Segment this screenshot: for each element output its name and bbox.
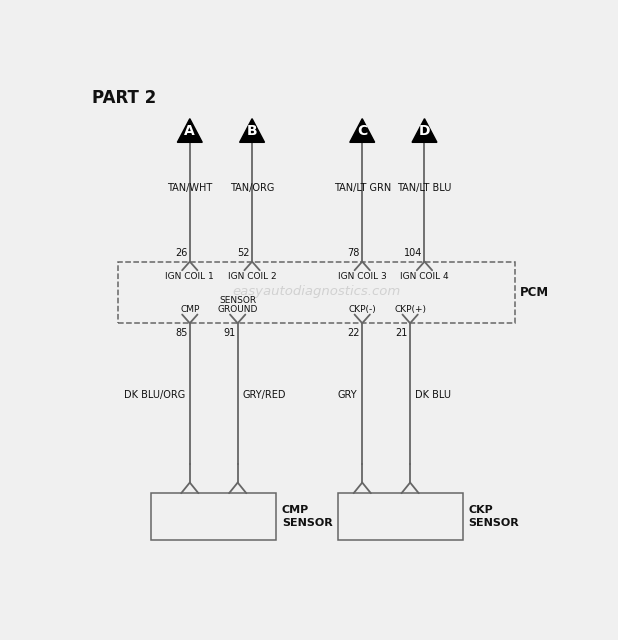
Text: CKP
SENSOR: CKP SENSOR — [468, 506, 519, 528]
Text: B: B — [247, 124, 257, 138]
Text: easyautodiagnostics.com: easyautodiagnostics.com — [232, 285, 401, 298]
Text: CMP: CMP — [180, 305, 200, 314]
Text: IGN COIL 3: IGN COIL 3 — [338, 273, 387, 282]
Text: D: D — [419, 124, 430, 138]
Text: TAN/LT BLU: TAN/LT BLU — [397, 182, 452, 193]
Text: 78: 78 — [347, 248, 360, 258]
Bar — [151, 493, 276, 540]
Text: 91: 91 — [223, 328, 235, 338]
Polygon shape — [240, 118, 265, 142]
Text: CMP
SENSOR: CMP SENSOR — [282, 506, 332, 528]
Text: DK BLU/ORG: DK BLU/ORG — [124, 390, 185, 399]
Text: A: A — [184, 124, 195, 138]
Polygon shape — [350, 118, 375, 142]
Text: IGN COIL 4: IGN COIL 4 — [400, 273, 449, 282]
Text: IGN COIL 1: IGN COIL 1 — [166, 273, 214, 282]
Text: TAN/LT GRN: TAN/LT GRN — [334, 182, 391, 193]
Text: 22: 22 — [347, 328, 360, 338]
Polygon shape — [412, 118, 437, 142]
Polygon shape — [177, 118, 202, 142]
Text: GRY: GRY — [338, 390, 357, 399]
Text: 52: 52 — [237, 248, 250, 258]
Text: 26: 26 — [175, 248, 187, 258]
Text: IGN COIL 2: IGN COIL 2 — [228, 273, 276, 282]
Text: DK BLU: DK BLU — [415, 390, 451, 399]
Text: TAN/WHT: TAN/WHT — [167, 182, 213, 193]
Bar — [118, 262, 515, 323]
Text: 21: 21 — [396, 328, 408, 338]
Text: SENSOR
GROUND: SENSOR GROUND — [218, 296, 258, 314]
Text: PCM: PCM — [520, 285, 549, 299]
Text: CKP(+): CKP(+) — [394, 305, 426, 314]
Bar — [338, 493, 463, 540]
Text: TAN/ORG: TAN/ORG — [230, 182, 274, 193]
Text: 85: 85 — [175, 328, 187, 338]
Text: PART 2: PART 2 — [91, 89, 156, 107]
Text: GRY/RED: GRY/RED — [242, 390, 286, 399]
Text: C: C — [357, 124, 367, 138]
Text: 104: 104 — [404, 248, 422, 258]
Text: CKP(-): CKP(-) — [349, 305, 376, 314]
